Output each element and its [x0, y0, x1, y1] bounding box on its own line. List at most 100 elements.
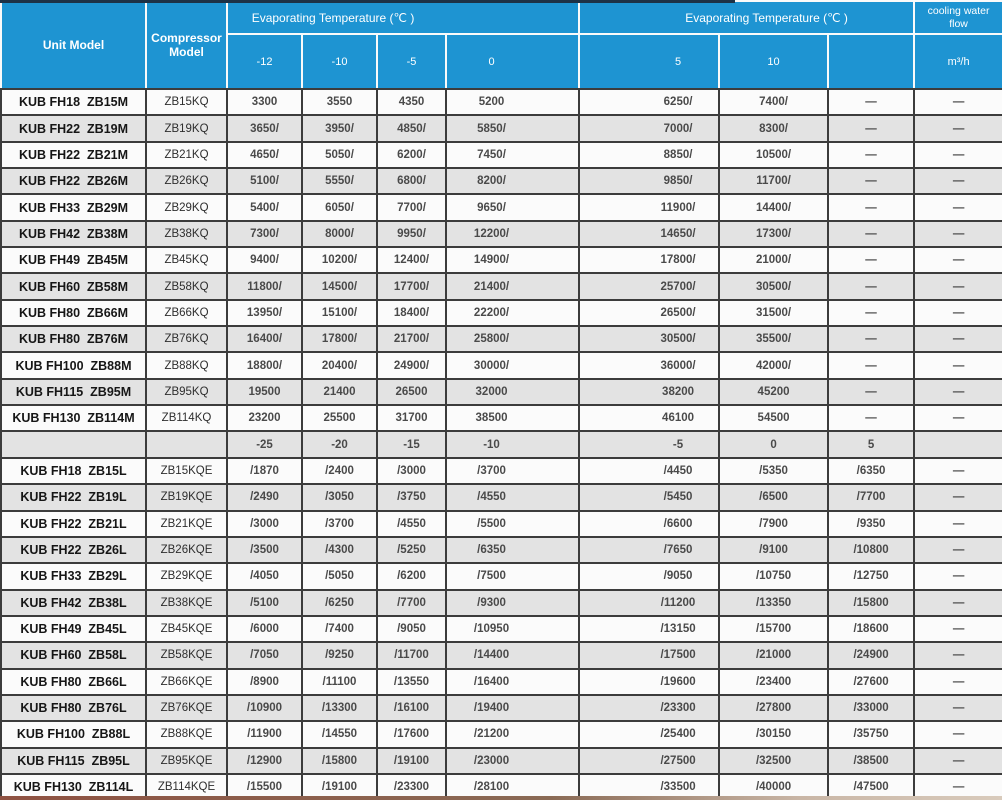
- compressor-model-cell: ZB88KQ: [145, 351, 228, 380]
- unit-model-cell: KUB FH33 ZB29M: [0, 193, 147, 222]
- flow-cell: —: [913, 114, 1002, 143]
- capacity-value-cell: 20400/: [301, 351, 378, 380]
- table-row: KUB FH49 ZB45L ZB45KQE/6000/7400/9050/109…: [0, 614, 1002, 644]
- compressor-model-cell: ZB21KQ: [145, 140, 228, 170]
- capacity-value-cell: /32500: [718, 746, 830, 775]
- capacity-value-cell: /10750: [718, 562, 830, 591]
- capacity-value-cell: 5050/: [301, 140, 378, 170]
- capacity-value-cell: 30500/: [578, 325, 721, 354]
- unit-model-cell: KUB FH22 ZB19L: [0, 483, 147, 512]
- capacity-value-cell: /27800: [718, 693, 830, 723]
- flow-unit-header: m³/h: [913, 33, 1002, 90]
- capacity-value-cell: 8000/: [301, 219, 378, 249]
- capacity-value-cell: 16400/: [226, 325, 303, 354]
- capacity-value-cell: 8300/: [718, 114, 830, 143]
- capacity-value-cell: 46100: [578, 404, 721, 433]
- capacity-value-cell: /4300: [301, 535, 378, 565]
- mid-temperature-header-row: -25 -20 -15 -10 -5 0 5: [0, 430, 1002, 459]
- capacity-value-cell: /15800: [827, 588, 916, 617]
- capacity-value-cell: /1870: [226, 456, 303, 486]
- capacity-value-cell: 4350: [376, 87, 447, 117]
- capacity-value-cell: 3650/: [226, 114, 303, 143]
- flow-cell: —: [913, 720, 1002, 749]
- table-row: KUB FH22 ZB26M ZB26KQ 5100/5550/6800/8200/…: [0, 167, 1002, 196]
- capacity-value-cell: 9850/: [578, 167, 721, 196]
- capacity-value-cell: -15: [376, 430, 447, 459]
- capacity-value-cell: 11800/: [226, 272, 303, 301]
- flow-cell: —: [913, 456, 1002, 486]
- table-row: KUB FH80 ZB66L ZB66KQE/8900/11100/13550/1…: [0, 667, 1002, 696]
- capacity-value-cell: 17300/: [718, 219, 830, 249]
- capacity-value-cell: 6050/: [301, 193, 378, 222]
- capacity-value-cell: /13350: [718, 588, 830, 617]
- table-row: KUB FH80 ZB66M ZB66KQ 13950/15100/18400/22…: [0, 298, 1002, 328]
- capacity-value-cell: —: [827, 114, 916, 143]
- capacity-value-cell: /15700: [718, 614, 830, 644]
- capacity-value-cell: 9950/: [376, 219, 447, 249]
- capacity-value-cell: /7900: [718, 509, 830, 538]
- unit-model-cell: KUB FH80 ZB66M: [0, 298, 147, 328]
- capacity-value-cell: /25400: [578, 720, 721, 749]
- capacity-value-cell: /8900: [226, 667, 303, 696]
- capacity-value-cell: 35500/: [718, 325, 830, 354]
- table-row: KUB FH22 ZB26L ZB26KQE/3500/4300/5250/635…: [0, 535, 1002, 565]
- compressor-model-cell: ZB114KQE: [145, 772, 228, 800]
- capacity-value-cell: /7400: [301, 614, 378, 644]
- capacity-value-cell: /9050: [376, 614, 447, 644]
- capacity-value-cell: /10950: [444, 614, 581, 644]
- capacity-value-cell: /11900: [226, 720, 303, 749]
- unit-model-cell: KUB FH18 ZB15M: [0, 87, 147, 117]
- capacity-value-cell: 7400/: [718, 87, 830, 117]
- flow-cell: —: [913, 87, 1002, 117]
- capacity-value-cell: 4850/: [376, 114, 447, 143]
- capacity-value-cell: /5250: [376, 535, 447, 565]
- compressor-model-cell: ZB26KQE: [145, 535, 228, 565]
- compressor-model-cell: ZB38KQE: [145, 588, 228, 617]
- capacity-value-cell: 14500/: [301, 272, 378, 301]
- unit-model-cell: KUB FH33 ZB29L: [0, 562, 147, 591]
- table-row: KUB FH130 ZB114M ZB114KQ 23200 25500 31700 38…: [0, 404, 1002, 433]
- capacity-value-cell: /4050: [226, 562, 303, 591]
- capacity-value-cell: /15800: [301, 746, 378, 775]
- capacity-value-cell: /33000: [827, 693, 916, 723]
- capacity-value-cell: —: [827, 167, 916, 196]
- capacity-value-cell: /38500: [827, 746, 916, 775]
- table-row: KUB FH130 ZB114L ZB114KQE/15500/19100/233…: [0, 772, 1002, 800]
- capacity-value-cell: /9250: [301, 641, 378, 670]
- capacity-value-cell: /11100: [301, 667, 378, 696]
- compressor-model-cell: ZB19KQ: [145, 114, 228, 143]
- capacity-value-cell: 5550/: [301, 167, 378, 196]
- table-row: KUB FH33 ZB29M ZB29KQ 5400/6050/7700/9650/…: [0, 193, 1002, 222]
- capacity-value-cell: /13150: [578, 614, 721, 644]
- unit-model-cell: KUB FH80 ZB76L: [0, 693, 147, 723]
- capacity-value-cell: /3000: [376, 456, 447, 486]
- capacity-value-cell: 21700/: [376, 325, 447, 354]
- unit-model-cell: KUB FH80 ZB66L: [0, 667, 147, 696]
- capacity-value-cell: /19600: [578, 667, 721, 696]
- capacity-value-cell: 12400/: [376, 246, 447, 275]
- flow-cell: —: [913, 535, 1002, 565]
- table-body: KUB FH18 ZB15M ZB15KQ 3300 3550 4350 5200 6250…: [0, 87, 1002, 800]
- flow-cell: —: [913, 667, 1002, 696]
- flow-cell: —: [913, 167, 1002, 196]
- temperature-subheader-row: -12 -10 -5 0 5 10 m³/h: [1, 33, 1002, 90]
- flow-cell: —: [913, 483, 1002, 512]
- compressor-model-cell: ZB45KQ: [145, 246, 228, 275]
- capacity-value-cell: 7700/: [376, 193, 447, 222]
- table-row: KUB FH60 ZB58M ZB58KQ 11800/14500/17700/21…: [0, 272, 1002, 301]
- cooling-water-flow-header: cooling water flow: [913, 0, 1002, 35]
- capacity-value-cell: /3700: [444, 456, 581, 486]
- capacity-value-cell: /6350: [827, 456, 916, 486]
- flow-cell: —: [913, 325, 1002, 354]
- capacity-value-cell: /19400: [444, 693, 581, 723]
- capacity-value-cell: /7700: [827, 483, 916, 512]
- capacity-value-cell: 21400: [301, 377, 378, 407]
- capacity-value-cell: /9100: [718, 535, 830, 565]
- capacity-value-cell: /3050: [301, 483, 378, 512]
- capacity-value-cell: 17800/: [578, 246, 721, 275]
- capacity-value-cell: 31700: [376, 404, 447, 433]
- compressor-model-cell: ZB58KQE: [145, 641, 228, 670]
- capacity-value-cell: /13300: [301, 693, 378, 723]
- capacity-value-cell: —: [827, 140, 916, 170]
- capacity-value-cell: /5100: [226, 588, 303, 617]
